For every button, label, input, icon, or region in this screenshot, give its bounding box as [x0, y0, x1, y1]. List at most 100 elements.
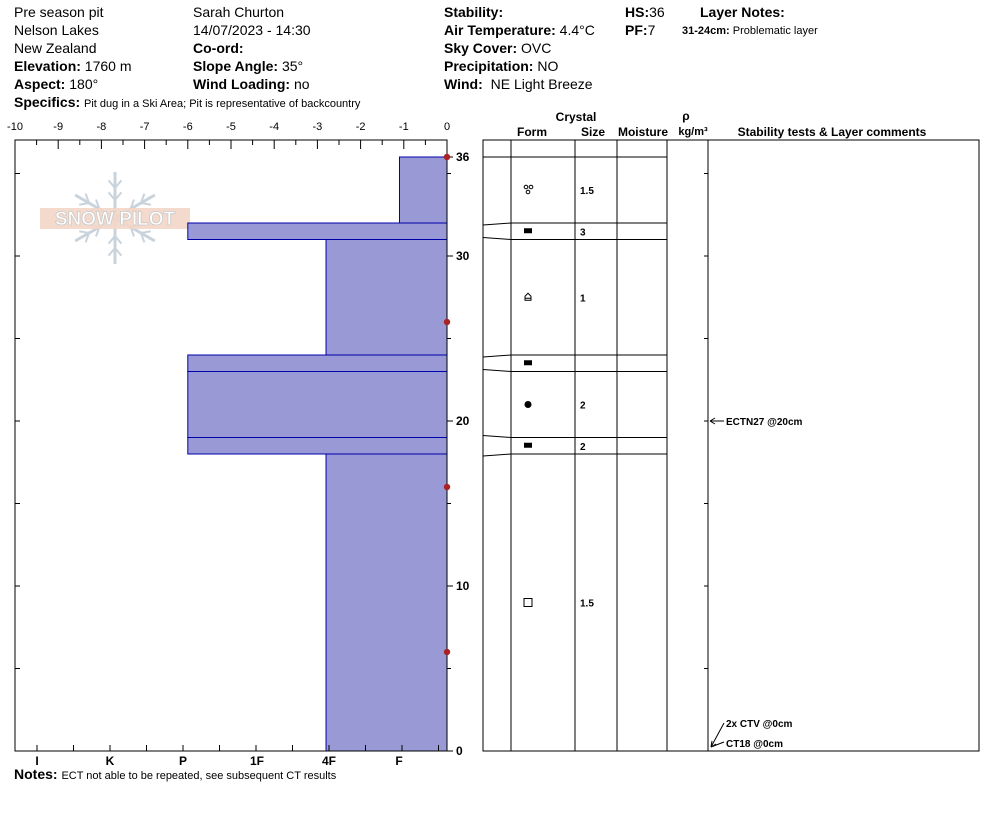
ctv-pointer [710, 722, 725, 748]
elevation-row: Elevation: 1760 m [14, 58, 132, 74]
hardness-bar-3 [187, 354, 448, 372]
snowflake-branch [107, 179, 116, 189]
hoar-cup [524, 292, 532, 301]
specifics-row: Specifics: Pit dug in a Ski Area; Pit is… [14, 94, 360, 112]
crystal-size: 2 [580, 442, 586, 453]
rounded-square [523, 598, 533, 607]
slope-value: 35° [281, 58, 304, 74]
faceted-icon [524, 442, 532, 448]
ct-label: CT18 @0cm [726, 739, 783, 750]
snowflake-branch [84, 232, 90, 243]
crystal-size: 1 [580, 293, 586, 304]
temperature-point [443, 153, 451, 161]
particle-b [528, 184, 534, 190]
hardness-bar-6 [325, 453, 448, 752]
facet-square [524, 228, 532, 234]
header-form: Form [517, 125, 547, 139]
top-tick-label: -10 [7, 121, 23, 133]
temperature-point [443, 318, 451, 326]
air-temp-value: 4.4°C [559, 22, 595, 38]
snowflake-branch [114, 235, 123, 245]
observer: Sarah Churton [193, 4, 285, 20]
depth-tick-label: 30 [456, 249, 470, 263]
snowflake-branch [140, 232, 146, 243]
faceted-icon [524, 360, 532, 366]
precip-value: NO [537, 58, 559, 74]
ctv-label: 2x CTV @0cm [726, 719, 793, 730]
pit-name: Pre season pit [14, 4, 104, 20]
snowflake-branch [107, 235, 116, 245]
facet-square [524, 442, 532, 448]
crystal-size: 3 [580, 227, 586, 238]
snowflake-branch [129, 199, 135, 210]
aspect-label: Aspect: [14, 76, 66, 92]
hardness-tick-label: K [106, 754, 115, 768]
crystal-size: 2 [580, 401, 586, 412]
depth-hoar-icon [524, 292, 532, 301]
snow-pilot-logo: SNOW PILOT [40, 172, 190, 264]
precip-particles-icon [523, 184, 534, 195]
particle-c [525, 189, 531, 195]
country: New Zealand [14, 40, 97, 56]
temperature-point [443, 483, 451, 491]
ectn-label: ECTN27 @20cm [726, 417, 803, 428]
notes-label: Notes: [14, 766, 58, 782]
pf-value: 7 [647, 22, 656, 38]
snowflake-branch [140, 202, 152, 206]
top-tick-label: -4 [269, 121, 279, 133]
hs-label: HS: [625, 4, 650, 20]
wind-row: Wind: NE Light Breeze [444, 76, 593, 92]
temperature-point [443, 648, 451, 656]
wind-value: NE Light Breeze [490, 76, 593, 92]
depth-tick-label: 0 [456, 744, 463, 758]
melt-dot [524, 401, 532, 408]
hardness-tick-label: 4F [322, 754, 336, 768]
facet-square [524, 360, 532, 366]
layer-connector [482, 453, 512, 457]
top-tick-label: 0 [444, 121, 450, 133]
top-tick-label: -3 [313, 121, 323, 133]
sky-label: Sky Cover: [444, 40, 518, 56]
table-frame [482, 139, 980, 752]
layer-connector [482, 354, 512, 358]
depth-tick-label: 20 [456, 414, 470, 428]
top-tick-label: -1 [399, 121, 409, 133]
snowflake-branch [78, 230, 90, 234]
coord-label: Co-ord: [193, 40, 244, 56]
pf-label: PF: [625, 22, 648, 38]
header-stability: Stability tests & Layer comments [738, 125, 927, 139]
rounded-facet-icon [523, 598, 533, 607]
top-tick-label: -9 [53, 121, 63, 133]
hardness-tick-label: I [35, 754, 38, 768]
elevation-value: 1760 m [84, 58, 132, 74]
hardness-tick-label: P [179, 754, 187, 768]
snowflake-branch [114, 191, 123, 201]
header-size: Size [581, 125, 605, 139]
pf-row: PF:7 [625, 22, 655, 38]
specifics-label: Specifics: [14, 94, 81, 110]
hardness-tick-label: F [395, 754, 402, 768]
hardness-bar-4 [187, 371, 448, 438]
stability-label: Stability: [444, 4, 504, 20]
layer-connector [482, 435, 512, 438]
top-tick-label: -7 [140, 121, 150, 133]
precip-row: Precipitation: NO [444, 58, 558, 74]
hardness-tick-label: 1F [250, 754, 264, 768]
sky-value: OVC [521, 40, 552, 56]
aspect-value: 180° [69, 76, 99, 92]
slope-label: Slope Angle: [193, 58, 279, 74]
crystal-size: 1.5 [580, 186, 594, 197]
slope-row: Slope Angle: 35° [193, 58, 303, 74]
top-tick-label: -2 [356, 121, 366, 133]
snowflake-branch [95, 199, 101, 210]
hs-value: 36 [649, 4, 665, 20]
melt-form-icon [524, 401, 532, 408]
wind-loading-row: Wind Loading: no [193, 76, 310, 92]
wind-label: Wind: [444, 76, 483, 92]
hardness-bar-2 [325, 239, 448, 356]
snowflake-branch [114, 247, 123, 257]
top-tick-label: -6 [183, 121, 193, 133]
crystal-size: 1.5 [580, 599, 594, 610]
depth-tick-label: 36 [456, 150, 470, 164]
